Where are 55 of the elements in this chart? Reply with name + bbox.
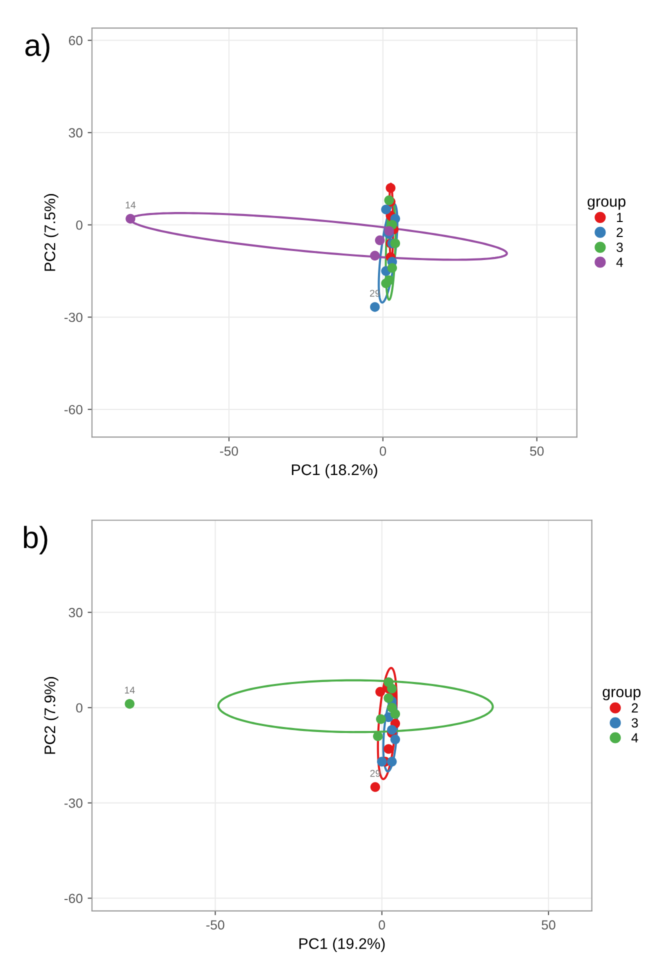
x-axis-title: PC1 (18.2%) xyxy=(292,464,378,478)
point xyxy=(374,235,385,246)
point xyxy=(387,756,397,766)
point xyxy=(387,725,397,735)
point xyxy=(390,709,400,719)
y-axis-title: PC2 (7.5%) xyxy=(44,194,58,271)
y-tick-label: -30 xyxy=(64,798,82,808)
annotation: 14 xyxy=(126,202,136,208)
point xyxy=(375,686,386,697)
point xyxy=(124,698,134,709)
legend-label: 3 xyxy=(616,242,623,252)
legend-label: 3 xyxy=(632,718,638,728)
point xyxy=(390,238,400,248)
point xyxy=(370,250,380,260)
legend-label: 4 xyxy=(631,733,638,742)
x-tick-label: 0 xyxy=(378,920,386,930)
legend-label: 2 xyxy=(616,228,623,237)
point xyxy=(126,214,136,224)
point xyxy=(387,263,398,273)
y-tick-label: -60 xyxy=(64,404,82,414)
point xyxy=(381,204,391,214)
chart-title: b) xyxy=(24,526,48,554)
x-tick-label: 50 xyxy=(530,446,544,456)
point xyxy=(377,756,387,766)
x-tick-label: 50 xyxy=(542,920,556,930)
y-tick-label: 30 xyxy=(68,128,82,138)
y-tick-label: -30 xyxy=(64,312,82,322)
legend-label: 1 xyxy=(617,212,623,222)
y-tick-label: 60 xyxy=(68,36,82,46)
point xyxy=(373,731,383,742)
x-tick-label: -50 xyxy=(206,920,224,930)
y-tick-label: 30 xyxy=(68,608,82,618)
point xyxy=(386,183,396,193)
y-tick-label: 0 xyxy=(76,703,82,713)
y-tick-label: 0 xyxy=(76,220,82,230)
legend-label: 2 xyxy=(632,703,638,712)
point xyxy=(384,744,394,754)
point xyxy=(381,278,391,288)
point xyxy=(387,684,397,694)
legend-label: 4 xyxy=(616,258,623,267)
point xyxy=(384,226,394,236)
annotation: 14 xyxy=(124,686,135,694)
legend-title: group xyxy=(588,198,626,210)
y-tick-label: -60 xyxy=(64,894,82,904)
x-axis-title: PC1 (19.2%) xyxy=(299,938,385,952)
point xyxy=(370,302,380,312)
y-axis-title: PC2 (7.9%) xyxy=(44,677,58,754)
point xyxy=(390,734,400,744)
x-tick-label: 0 xyxy=(380,446,386,456)
x-tick-label: -50 xyxy=(220,446,238,456)
point xyxy=(376,714,386,724)
chart-title: a) xyxy=(25,34,50,62)
legend-title: group xyxy=(602,688,641,700)
point xyxy=(370,782,380,792)
point xyxy=(384,693,394,703)
